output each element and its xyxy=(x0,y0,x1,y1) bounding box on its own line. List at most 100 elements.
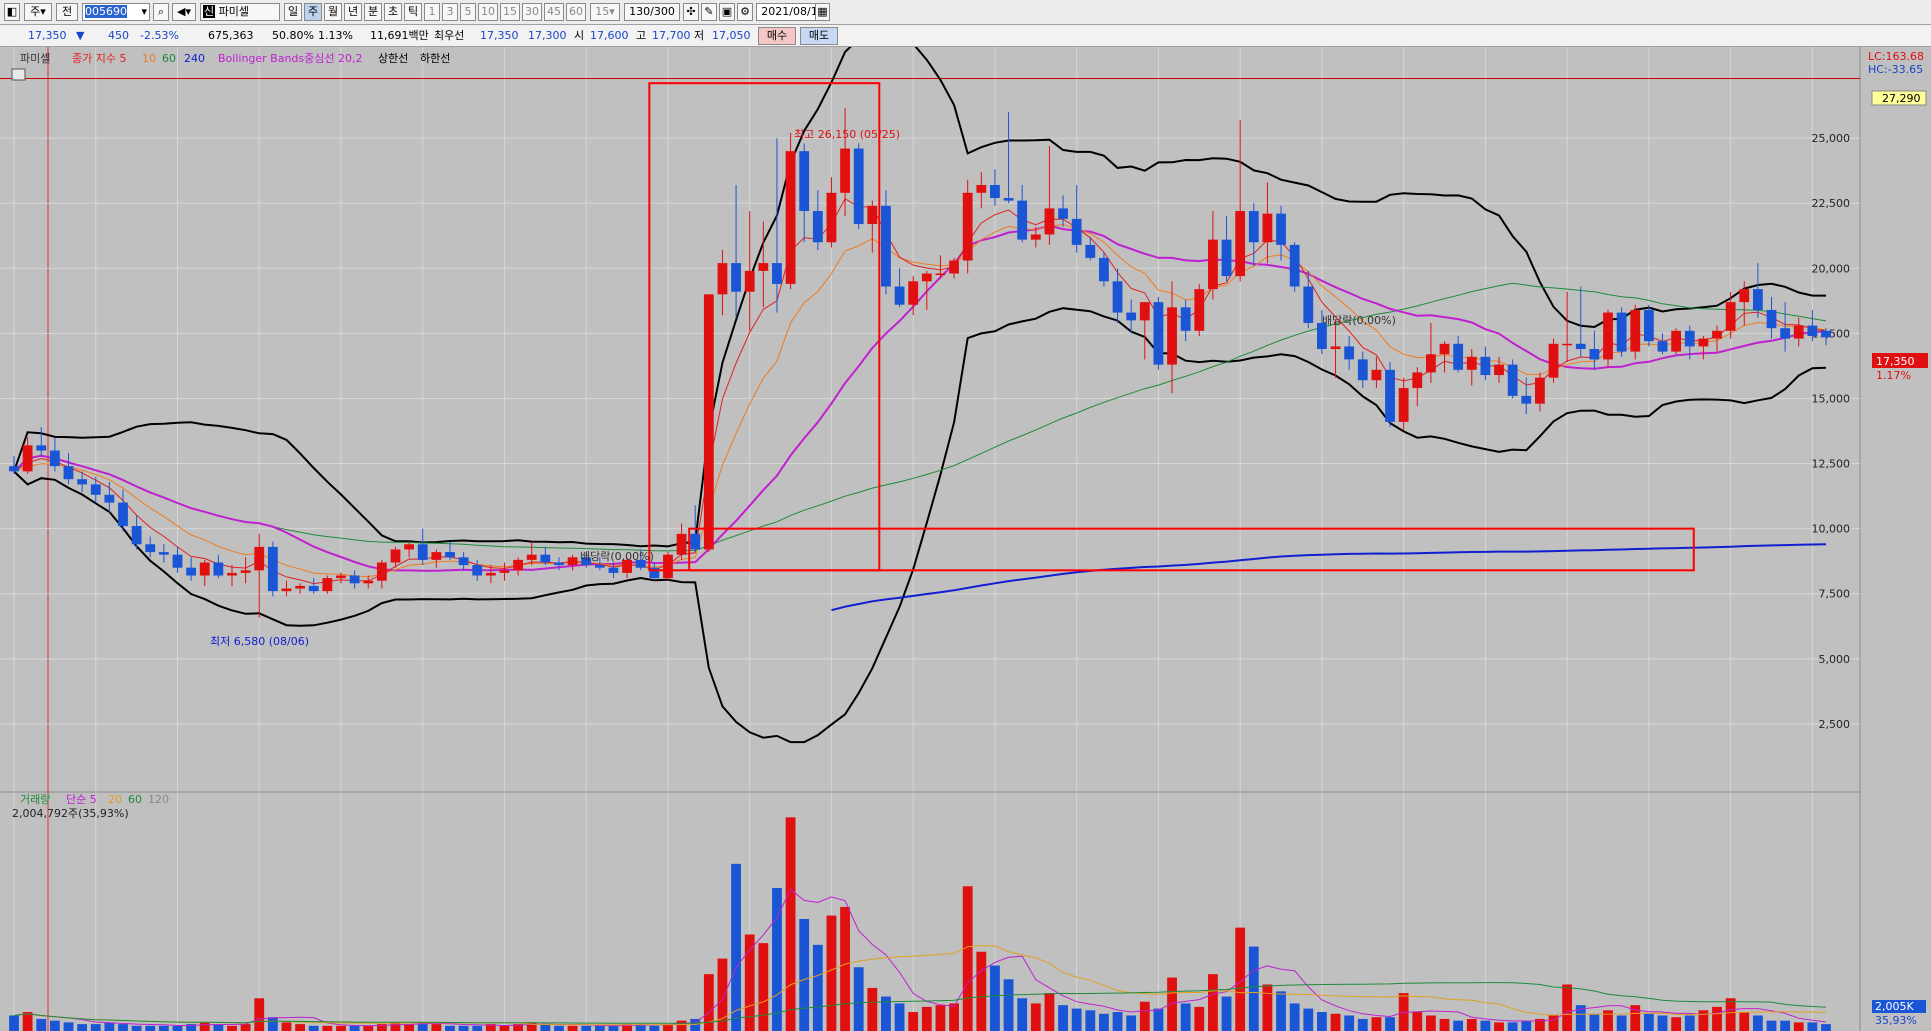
gear-icon[interactable]: ⚙ xyxy=(737,3,753,21)
interval-30[interactable]: 30 xyxy=(522,3,542,21)
volume-bar xyxy=(1684,1015,1695,1031)
candle-body xyxy=(1739,289,1750,303)
candle-body xyxy=(526,554,537,560)
volume-bar xyxy=(1153,1008,1164,1031)
window-menu-icon[interactable]: ◧ xyxy=(4,3,20,21)
date-value: 2021/08/17 xyxy=(761,5,825,18)
candle-body xyxy=(1752,289,1763,310)
interval-1[interactable]: 1 xyxy=(424,3,440,21)
sell-button[interactable]: 매도 xyxy=(800,27,838,45)
candle xyxy=(336,572,346,584)
stock-name: 파미셀 xyxy=(218,5,249,18)
candle-body xyxy=(772,263,782,284)
volume-ma60-line xyxy=(13,982,1827,1024)
volume-bar xyxy=(826,915,837,1031)
speaker-icon[interactable]: ◀▾ xyxy=(172,3,196,21)
candle-body xyxy=(663,554,673,579)
interval-select[interactable]: 15▾ xyxy=(590,3,620,21)
candle xyxy=(1575,286,1586,357)
interval-60[interactable]: 60 xyxy=(566,3,586,21)
candle-body xyxy=(131,526,142,545)
candle-body xyxy=(1534,377,1545,404)
candle xyxy=(622,557,632,579)
stock-code-input[interactable]: 005690 ▾ xyxy=(82,3,150,21)
interval-5-label: 5 xyxy=(464,5,472,18)
market-select[interactable]: 주▾ xyxy=(24,3,52,21)
candle xyxy=(1603,309,1613,368)
period-select[interactable]: 전 xyxy=(56,3,78,21)
volume-current-label: 2,005K xyxy=(1875,1000,1914,1013)
volume-bar xyxy=(840,906,850,1031)
candle-body xyxy=(1248,211,1259,243)
volume-bar xyxy=(608,1025,619,1031)
interval-10[interactable]: 10 xyxy=(478,3,498,21)
stock-chart[interactable]: 2,5005,0007,50010,00012,50015,00017,5002… xyxy=(0,47,1931,1031)
crosshair-icon[interactable]: ✣ xyxy=(683,3,699,21)
candle-body xyxy=(1289,244,1300,287)
volume-bar xyxy=(867,987,878,1031)
candle xyxy=(431,549,442,568)
interval-3[interactable]: 3 xyxy=(442,3,458,21)
volume-bar xyxy=(1385,1017,1395,1031)
candle xyxy=(267,541,278,597)
candle xyxy=(77,471,88,493)
price-tick-label: 10,000 xyxy=(1812,523,1851,536)
panel-settings-icon[interactable] xyxy=(11,68,26,81)
interval-45-label: 45 xyxy=(547,5,561,18)
interval-45[interactable]: 45 xyxy=(544,3,564,21)
save-icon[interactable]: ▣ xyxy=(719,3,735,21)
candle-body xyxy=(390,549,401,563)
current-price-tag-label: 17,350 xyxy=(1876,355,1915,368)
interval-5[interactable]: 5 xyxy=(460,3,476,21)
candle xyxy=(63,453,74,485)
candle xyxy=(445,541,455,560)
candle-body xyxy=(1616,312,1627,352)
candle xyxy=(1044,145,1055,245)
candle-body xyxy=(104,494,115,503)
draw-tool-icon[interactable]: ✎ xyxy=(701,3,717,21)
tab-second[interactable]: 초 xyxy=(384,3,402,21)
candle xyxy=(363,575,374,589)
volume-bar xyxy=(1630,1005,1641,1031)
interval-60-label: 60 xyxy=(569,5,583,18)
tab-month[interactable]: 월 xyxy=(324,3,342,21)
calendar-icon[interactable]: ▦ xyxy=(815,3,830,21)
volume-bar xyxy=(540,1024,551,1031)
stock-name-field[interactable]: 신 파미셀 xyxy=(200,3,280,21)
tab-tick[interactable]: 틱 xyxy=(404,3,422,21)
candle xyxy=(1289,242,1300,292)
candle xyxy=(49,437,60,472)
candle-body xyxy=(1480,356,1491,376)
candle-body xyxy=(1671,330,1682,352)
tab-minute[interactable]: 분 xyxy=(364,3,382,21)
tab-day[interactable]: 일 xyxy=(284,3,302,21)
count-field[interactable]: 130/300 xyxy=(624,3,680,21)
tab-year[interactable]: 년 xyxy=(344,3,362,21)
volume-bar xyxy=(1793,1022,1804,1031)
volume-bar xyxy=(1807,1022,1818,1031)
chevron-down-icon[interactable]: ▾ xyxy=(141,5,147,18)
buy-button[interactable]: 매수 xyxy=(758,27,796,45)
volume-bar xyxy=(1603,1010,1613,1031)
best-quote-label: 최우선 xyxy=(434,29,465,42)
price-change: 450 xyxy=(108,29,129,42)
volume-bar xyxy=(363,1025,374,1031)
open-label: 시 xyxy=(574,29,585,42)
volume-bar xyxy=(676,1020,687,1031)
candle xyxy=(213,554,224,579)
volume-bar xyxy=(1357,1018,1368,1031)
tab-week[interactable]: 주 xyxy=(304,3,322,21)
candle-body xyxy=(894,286,905,305)
volume-bar xyxy=(962,886,973,1031)
volume-bar xyxy=(1453,1020,1464,1031)
date-field[interactable]: 2021/08/17 xyxy=(756,3,830,21)
volume-bar xyxy=(1698,1010,1709,1031)
ma5-line xyxy=(13,197,1827,585)
interval-15[interactable]: 15 xyxy=(500,3,520,21)
candle-body xyxy=(1058,208,1068,219)
candle xyxy=(9,455,19,474)
search-icon[interactable]: ⌕ xyxy=(153,3,169,21)
annotation-boxes xyxy=(648,82,1695,572)
candle-body xyxy=(1630,309,1641,352)
interval-1-label: 1 xyxy=(428,5,436,18)
